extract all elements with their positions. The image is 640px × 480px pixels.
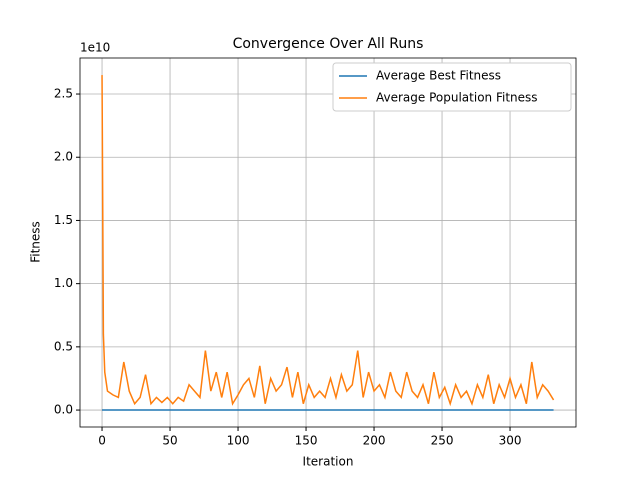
legend-box — [332, 62, 572, 112]
x-tick-label: 100 — [227, 434, 250, 448]
x-tick-label: 150 — [295, 434, 318, 448]
y-tick-label: 1.0 — [54, 276, 73, 290]
plot-frame — [79, 57, 577, 428]
x-tick-label: 300 — [499, 434, 522, 448]
x-axis-label: Iteration — [303, 455, 354, 469]
x-tick-label: 50 — [162, 434, 177, 448]
y-tick-label: 0.0 — [54, 403, 73, 417]
x-tick-label: 250 — [431, 434, 454, 448]
chart-title: Convergence Over All Runs — [233, 36, 424, 52]
legend-label: Average Population Fitness — [376, 91, 538, 105]
y-axis-label: Fitness — [29, 221, 43, 263]
series-line — [101, 75, 555, 407]
y-tick-label: 2.5 — [54, 87, 73, 101]
x-tick-label: 200 — [363, 434, 386, 448]
y-tick-label: 1.5 — [54, 213, 73, 227]
x-tick-label: 0 — [98, 434, 106, 448]
y-tick-label: 0.5 — [54, 339, 73, 353]
y-tick-label: 2.0 — [54, 150, 73, 164]
legend-label: Average Best Fitness — [376, 69, 501, 83]
offset-text: 1e10 — [80, 41, 110, 55]
